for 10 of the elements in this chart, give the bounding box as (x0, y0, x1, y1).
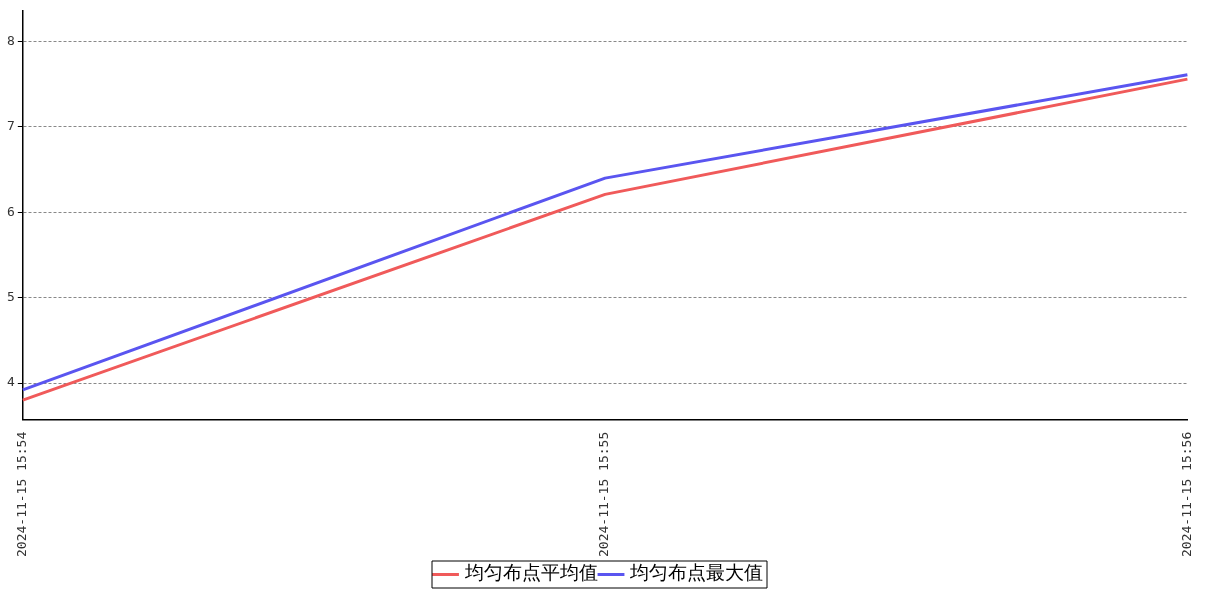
legend-label: 均匀布点最大值 (629, 561, 763, 584)
y-tick-label: 4 (7, 374, 15, 390)
x-tick-label: 2024-11-15 15:54 (14, 431, 30, 558)
y-tick-label: 6 (7, 203, 15, 219)
x-tick-label: 2024-11-15 15:55 (596, 431, 612, 558)
y-tick-label: 8 (7, 32, 15, 48)
y-tick-label: 7 (7, 118, 15, 134)
y-tick-label: 5 (7, 289, 15, 305)
legend-label: 均匀布点平均值 (463, 561, 598, 584)
x-tick-label: 2024-11-15 15:56 (1178, 431, 1194, 558)
